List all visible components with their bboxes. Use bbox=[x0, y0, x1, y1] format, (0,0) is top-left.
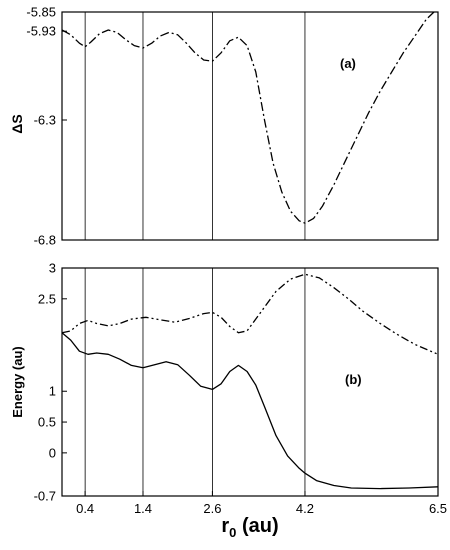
y-axis-title: Energy (au) bbox=[10, 346, 25, 418]
y-tick-label: -5.93 bbox=[26, 24, 56, 39]
series-line-1 bbox=[61, 11, 435, 224]
y-tick-label: -6.3 bbox=[34, 113, 56, 128]
panel-a: -5.85 -5.93 -6.3 -6.8 (a) ΔS bbox=[9, 5, 439, 248]
y-tick-label: -6.8 bbox=[34, 233, 56, 248]
x-axis-title: r0 (au) bbox=[221, 515, 278, 540]
panel-b: 3 2.5 1 0.5 0 -0.7 0.4 1.4 2.6 4.2 6.5 (b) Energy (a… bbox=[10, 261, 447, 541]
y-tick-label: -5.85 bbox=[26, 5, 56, 20]
x-tick-label: 4.2 bbox=[296, 501, 314, 516]
y-tick-label: 0.5 bbox=[38, 415, 56, 430]
x-tick-label: 6.5 bbox=[429, 501, 447, 516]
y-tick-label: 3 bbox=[49, 261, 56, 276]
x-tick-label: 0.4 bbox=[76, 501, 94, 516]
panel-label: (a) bbox=[340, 56, 356, 71]
panel-label: (b) bbox=[345, 372, 362, 387]
x-tick-label: 2.6 bbox=[203, 501, 221, 516]
y-tick-label: 0 bbox=[49, 445, 56, 460]
y-tick-label: 1 bbox=[49, 384, 56, 399]
y-tick-label: 2.5 bbox=[38, 291, 56, 306]
y-axis-title: ΔS bbox=[9, 114, 25, 133]
x-tick-label: 1.4 bbox=[134, 501, 152, 516]
series-line-2 bbox=[61, 332, 439, 490]
series-line-1 bbox=[61, 273, 439, 355]
plot-frame bbox=[61, 11, 439, 241]
plot-frame bbox=[61, 267, 439, 497]
y-tick-label: -0.7 bbox=[34, 489, 56, 504]
